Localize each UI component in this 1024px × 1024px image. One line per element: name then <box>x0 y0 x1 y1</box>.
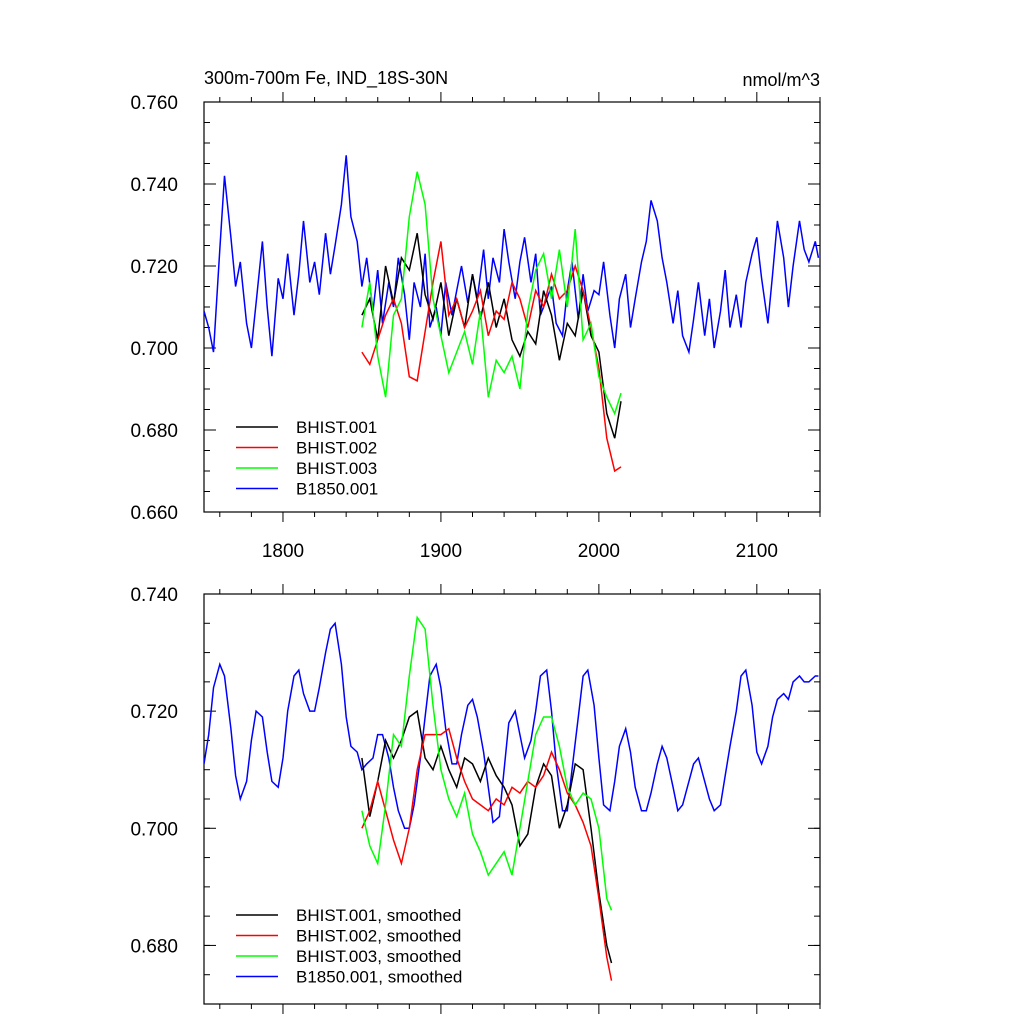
x-tick-label: 1800 <box>262 541 304 562</box>
bottom-legend: BHIST.001, smoothed BHIST.002, smoothedBH… <box>236 906 462 987</box>
top-series-group <box>204 155 820 473</box>
y-tick-label: 0.720 <box>130 257 178 278</box>
top-axis-ticks: 1800 1900 2000 2100 0.660 0.680 0.700 0.720 0.74… <box>130 92 821 562</box>
legend-label-b1850-001: B1850.001 <box>296 480 378 499</box>
y-tick-label: 0.740 <box>130 175 178 196</box>
y-tick-label: 0.720 <box>130 702 178 723</box>
series-line-b1850-001-smoothed <box>204 621 819 830</box>
y-tick-label: 0.700 <box>130 819 178 840</box>
legend-label-bhist-003: BHIST.003 <box>296 459 377 478</box>
y-tick-label: 0.700 <box>130 339 178 360</box>
legend-label-b1850-001-smoothed: B1850.001, smoothed <box>296 968 462 987</box>
series-line-bhist-003-smoothed <box>361 615 613 911</box>
legend-label-bhist-001: BHIST.001 <box>296 418 377 437</box>
legend-label-bhist-002-smoothed: BHIST.002, smoothed <box>296 927 461 946</box>
top-chart-title: 300m-700m Fe, IND_18S-30N <box>204 68 448 89</box>
series-line-bhist-001-smoothed <box>361 709 613 964</box>
series-line-b1850-001 <box>204 155 820 357</box>
top-panel: 300m-700m Fe, IND_18S-30N nmol/m^3 1800 1… <box>130 68 821 562</box>
y-tick-label: 0.760 <box>130 93 178 114</box>
series-line-bhist-002-smoothed <box>361 727 613 981</box>
x-tick-label: 2100 <box>736 541 778 562</box>
series-line-bhist-003 <box>361 171 622 416</box>
x-tick-label: 1900 <box>420 541 462 562</box>
y-tick-label: 0.740 <box>130 585 178 606</box>
units-label: nmol/m^3 <box>743 70 820 90</box>
y-tick-label: 0.660 <box>130 503 178 524</box>
y-tick-label: 0.680 <box>130 936 178 957</box>
x-tick-label: 2000 <box>578 541 620 562</box>
bottom-axis-ticks: 0.680 0.700 0.720 0.740 <box>130 584 821 1014</box>
legend-label-bhist-003-smoothed: BHIST.003, smoothed <box>296 947 461 966</box>
bottom-panel: 0.680 0.700 0.720 0.740 BHIST.001, smoothed… <box>130 584 821 1014</box>
legend-label-bhist-002: BHIST.002 <box>296 439 377 458</box>
legend-label-bhist-001-smoothed: BHIST.001, smoothed <box>296 906 461 925</box>
bottom-series-group <box>204 615 819 981</box>
y-tick-label: 0.680 <box>130 421 178 442</box>
